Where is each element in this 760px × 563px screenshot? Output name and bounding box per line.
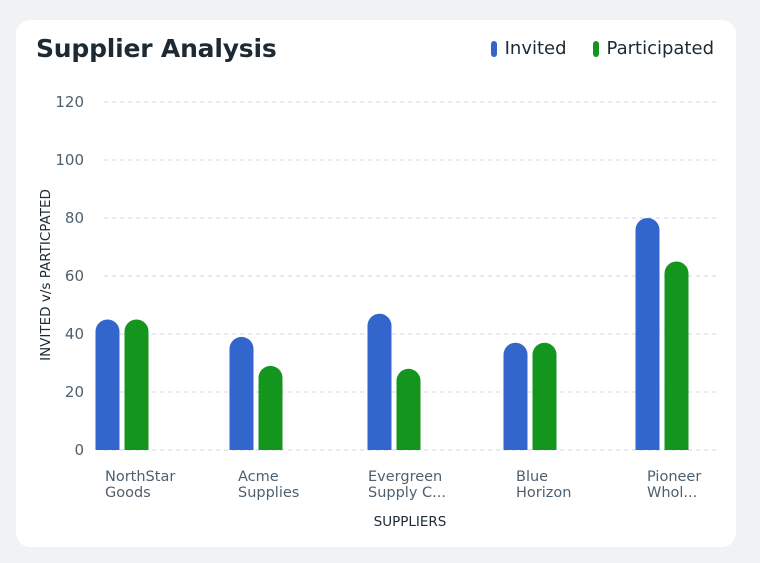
y-tick-label: 0 [74,441,84,459]
bar-participated-4 [664,261,689,450]
bar-participated-1 [258,365,283,450]
x-tick-label: NorthStar [105,469,175,485]
y-tick-label: 100 [55,151,84,169]
y-axis-title: INVITED v/s PARTICPATED [38,189,54,361]
bar-participated-2 [396,368,421,450]
legend-label-participated: Participated [606,38,714,59]
legend-item-participated[interactable]: Participated [592,38,714,59]
x-tick-label: Acme [238,469,279,485]
chart-card: Supplier Analysis Invited Participated 0… [16,20,736,547]
y-tick-label: 60 [65,267,84,285]
legend-swatch-invited [490,40,497,57]
bar-participated-3 [532,342,557,450]
bar-invited-4 [635,218,660,450]
y-tick-label: 80 [65,209,84,227]
legend-swatch-participated [592,40,599,57]
legend-label-invited: Invited [504,38,567,59]
x-tick-label: Pioneer [647,469,701,485]
legend-item-invited[interactable]: Invited [490,38,567,59]
y-tick-label: 40 [65,325,84,343]
x-tick-label: Supplies [238,485,299,501]
chart-title: Supplier Analysis [36,34,277,63]
bar-invited-1 [229,336,254,450]
bar-invited-2 [367,313,392,450]
bar-invited-0 [95,319,120,450]
x-tick-label: Whol... [647,485,697,501]
x-tick-label: Horizon [516,485,571,501]
x-tick-label: Supply C... [368,485,446,501]
y-tick-label: 120 [55,93,84,111]
bar-participated-0 [124,319,149,450]
chart-legend: Invited Participated [490,38,714,59]
x-tick-label: Blue [516,469,548,485]
x-tick-label: Evergreen [368,469,442,485]
y-tick-label: 20 [65,383,84,401]
x-axis-title: SUPPLIERS [374,514,447,530]
bar-invited-3 [503,342,528,450]
x-tick-label: Goods [105,485,151,501]
